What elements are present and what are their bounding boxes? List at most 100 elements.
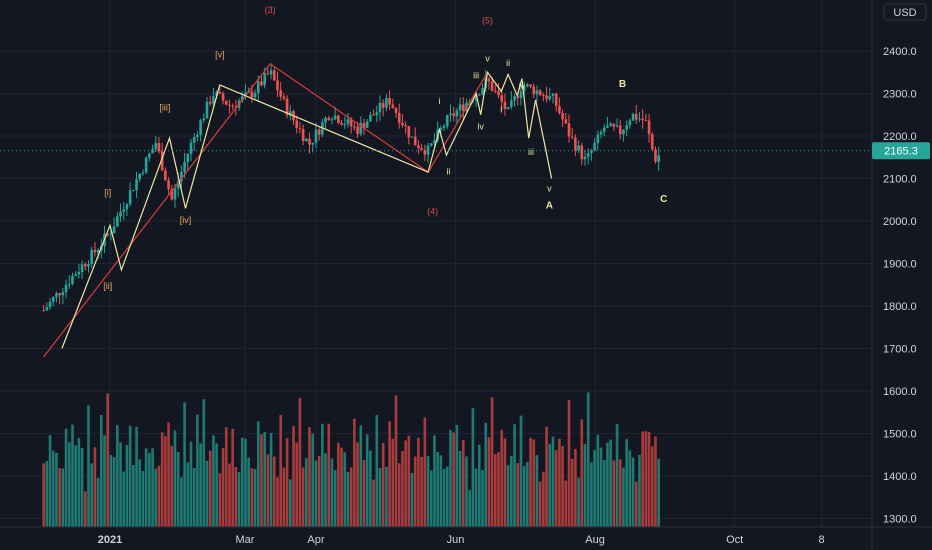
volume-bar xyxy=(128,425,132,527)
currency-badge[interactable]: USD xyxy=(883,3,927,21)
candle-body xyxy=(365,121,369,128)
candle-body xyxy=(183,162,186,172)
volume-bar xyxy=(228,463,231,527)
candle-body xyxy=(481,88,484,95)
candle-body xyxy=(574,137,577,151)
volume-bar xyxy=(224,427,228,527)
wave-label: [iv] xyxy=(180,215,192,225)
candle-body xyxy=(548,95,552,100)
volume-bar xyxy=(497,452,500,527)
candle-body xyxy=(80,264,84,273)
candle-body xyxy=(74,274,77,276)
candle-body xyxy=(445,114,449,127)
candle-body xyxy=(439,127,443,130)
volume-bar xyxy=(77,437,81,527)
wave-label: A xyxy=(546,200,553,211)
volume-bar xyxy=(109,454,113,527)
volume-bar xyxy=(407,435,411,527)
candle-body xyxy=(340,122,343,125)
candle-body xyxy=(192,137,196,143)
candle-body xyxy=(196,134,199,138)
candle-body xyxy=(638,118,641,120)
candle-body xyxy=(71,275,74,285)
volume-bar xyxy=(548,443,552,527)
volume-bar xyxy=(522,465,526,527)
volume-bar xyxy=(596,434,600,527)
candle-body xyxy=(202,118,206,121)
volume-bar xyxy=(48,435,52,527)
volume-bar xyxy=(74,445,77,527)
candle-body xyxy=(176,181,180,189)
candle-body xyxy=(266,73,270,75)
candle-body xyxy=(391,104,395,108)
volume-bar xyxy=(369,450,372,527)
candle-body xyxy=(64,284,68,293)
volume-bar xyxy=(647,431,651,527)
volume-bar xyxy=(80,447,84,527)
candle-body xyxy=(583,156,587,160)
price-tick-label: 1400.0 xyxy=(883,471,917,483)
candle-body xyxy=(272,70,276,81)
candle-body xyxy=(128,190,132,205)
candle-body xyxy=(173,188,177,200)
volume-bar xyxy=(337,442,340,527)
candle-body xyxy=(522,86,526,92)
volume-bar xyxy=(314,460,318,527)
candle-body xyxy=(279,90,282,97)
candle-body xyxy=(602,127,606,132)
candle-body xyxy=(401,122,404,126)
candle-body xyxy=(378,102,382,113)
volume-bar xyxy=(215,443,218,527)
volume-bar xyxy=(282,467,286,527)
volume-bar xyxy=(433,435,436,527)
currency-label: USD xyxy=(893,7,916,19)
candle-body xyxy=(535,90,539,95)
volume-bar xyxy=(362,459,366,527)
volume-bar xyxy=(468,490,471,527)
time-tick-label: Aug xyxy=(585,534,605,546)
volume-bar xyxy=(51,450,55,527)
candle-body xyxy=(494,90,497,92)
volume-bar xyxy=(458,451,462,527)
candle-body xyxy=(212,96,215,104)
volume-bar xyxy=(612,460,616,527)
volume-bar xyxy=(237,472,241,527)
volume-bar xyxy=(58,468,61,527)
candle-body xyxy=(58,293,61,296)
volume-bar xyxy=(490,397,494,527)
candle-body xyxy=(234,106,238,108)
volume-bar xyxy=(365,434,369,527)
candle-body xyxy=(330,119,334,121)
candle-body xyxy=(218,92,222,94)
volume-bar xyxy=(558,438,561,527)
volume-bar xyxy=(154,468,158,527)
volume-bar xyxy=(173,430,177,527)
volume-bar xyxy=(644,431,648,527)
volume-bar xyxy=(269,433,273,527)
candle-body xyxy=(407,126,411,138)
price-tick-label: 1500.0 xyxy=(883,429,917,441)
candle-body xyxy=(375,112,379,116)
candle-body xyxy=(135,179,138,191)
candle-body xyxy=(154,142,158,149)
time-axis[interactable]: 2021 Mar Apr Jun Aug Oct 8 xyxy=(0,526,932,546)
volume-bar xyxy=(170,445,174,527)
candle-body xyxy=(538,90,542,96)
candle-body xyxy=(545,95,548,100)
candle-body xyxy=(369,114,372,122)
price-tick-label: 1600.0 xyxy=(883,386,917,398)
candle-body xyxy=(346,119,350,125)
candle-body xyxy=(417,145,420,149)
volume-bar xyxy=(471,408,475,527)
candle-body xyxy=(112,226,116,234)
candle-body xyxy=(433,140,436,144)
price-axis[interactable]: 2400.0 2300.0 2200.0 2100.0 2000.0 1900.0 1800… xyxy=(871,0,917,550)
wave-label: iii xyxy=(528,147,534,157)
candle-body xyxy=(586,153,590,157)
candle-body xyxy=(657,155,660,162)
candle-body xyxy=(295,120,299,129)
candle-body xyxy=(221,93,225,101)
volume-bar xyxy=(183,402,186,527)
candle-body xyxy=(474,94,478,101)
